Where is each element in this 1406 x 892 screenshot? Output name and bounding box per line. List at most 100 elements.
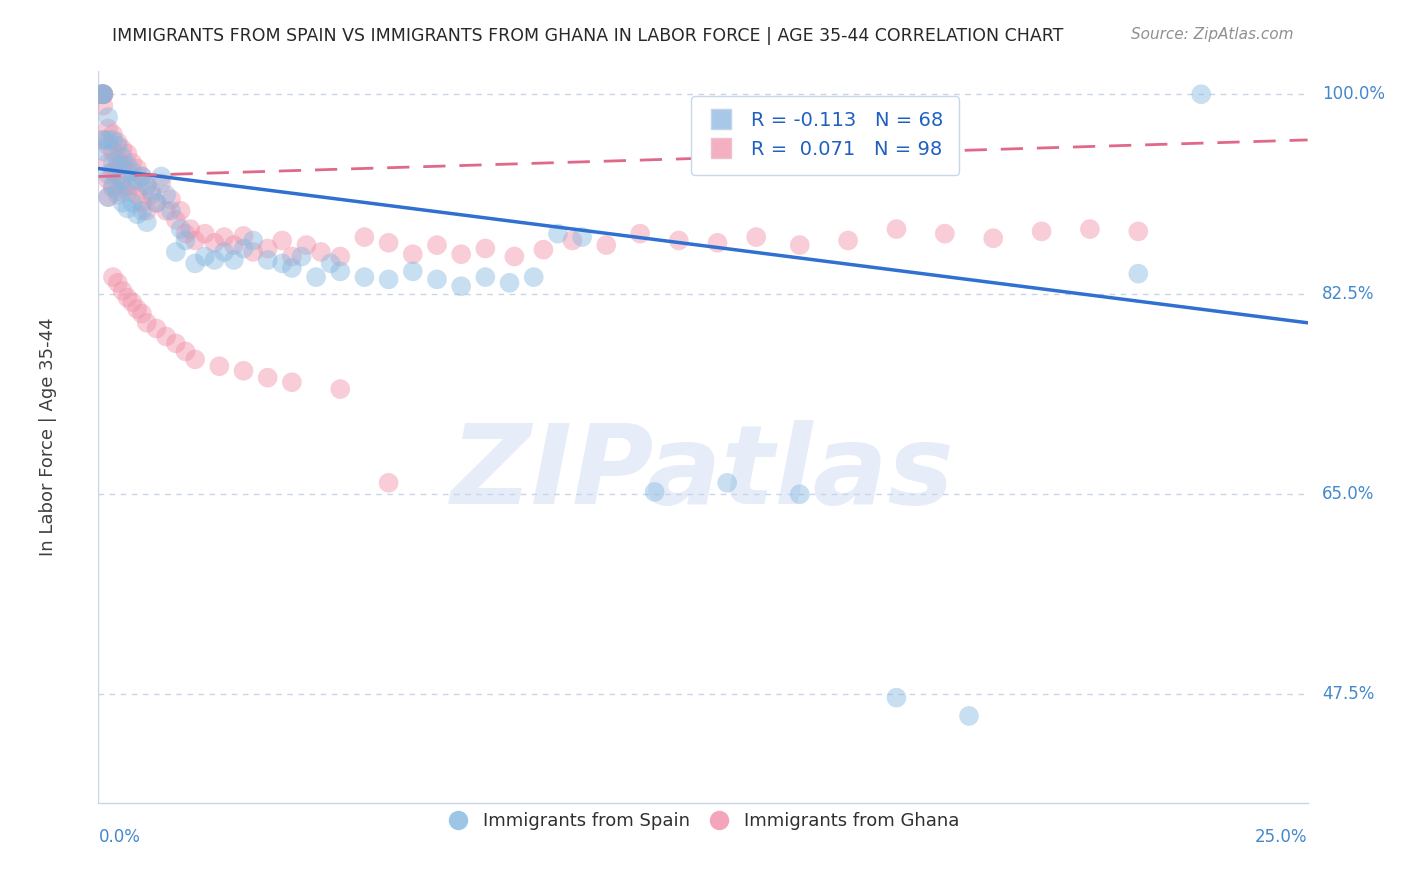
Point	[111, 173, 134, 187]
Point	[353, 230, 375, 244]
Text: ZIPatlas: ZIPatlas	[451, 420, 955, 527]
Point	[595, 238, 617, 252]
Point	[101, 127, 124, 141]
Point	[141, 185, 163, 199]
Point	[91, 133, 114, 147]
Point	[135, 215, 157, 229]
Point	[107, 187, 129, 202]
Point	[377, 235, 399, 250]
Point	[101, 133, 124, 147]
Point	[117, 202, 139, 216]
Point	[91, 87, 114, 102]
Point	[121, 178, 143, 193]
Point	[290, 250, 312, 264]
Point	[97, 167, 120, 181]
Point	[305, 270, 328, 285]
Point	[232, 364, 254, 378]
Point	[329, 264, 352, 278]
Point	[934, 227, 956, 241]
Point	[121, 295, 143, 310]
Point	[131, 169, 153, 184]
Point	[402, 264, 425, 278]
Point	[1031, 224, 1053, 238]
Point	[97, 173, 120, 187]
Point	[97, 121, 120, 136]
Point	[1128, 224, 1150, 238]
Point	[101, 181, 124, 195]
Point	[131, 307, 153, 321]
Point	[121, 165, 143, 179]
Point	[135, 316, 157, 330]
Point	[184, 256, 207, 270]
Point	[107, 158, 129, 172]
Point	[107, 135, 129, 149]
Text: 47.5%: 47.5%	[1322, 685, 1375, 703]
Point	[107, 153, 129, 168]
Point	[90, 87, 112, 102]
Point	[450, 247, 472, 261]
Point	[131, 195, 153, 210]
Point	[101, 145, 124, 159]
Point	[111, 178, 134, 193]
Legend: Immigrants from Spain, Immigrants from Ghana: Immigrants from Spain, Immigrants from G…	[440, 805, 966, 838]
Point	[127, 173, 149, 187]
Point	[117, 158, 139, 172]
Point	[256, 370, 278, 384]
Point	[628, 227, 651, 241]
Point	[184, 234, 207, 248]
Point	[155, 329, 177, 343]
Point	[141, 187, 163, 202]
Point	[107, 138, 129, 153]
Point	[377, 272, 399, 286]
Point	[90, 87, 112, 102]
Point	[426, 272, 449, 286]
Point	[222, 238, 245, 252]
Point	[174, 344, 197, 359]
Point	[111, 158, 134, 172]
Point	[145, 321, 167, 335]
Point	[117, 146, 139, 161]
Point	[242, 244, 264, 259]
Point	[1128, 267, 1150, 281]
Point	[329, 382, 352, 396]
Point	[135, 203, 157, 218]
Point	[160, 192, 183, 206]
Point	[117, 165, 139, 179]
Point	[281, 376, 304, 390]
Point	[107, 185, 129, 199]
Point	[127, 301, 149, 317]
Point	[242, 234, 264, 248]
Text: 0.0%: 0.0%	[98, 829, 141, 847]
Point	[165, 336, 187, 351]
Point	[271, 256, 294, 270]
Point	[91, 145, 114, 159]
Point	[571, 230, 593, 244]
Point	[155, 187, 177, 202]
Point	[121, 195, 143, 210]
Point	[474, 242, 496, 256]
Point	[531, 243, 554, 257]
Point	[101, 178, 124, 193]
Point	[295, 238, 318, 252]
Point	[91, 98, 114, 112]
Point	[271, 234, 294, 248]
Point	[169, 222, 191, 236]
Point	[150, 169, 173, 184]
Point	[232, 242, 254, 256]
Point	[169, 203, 191, 218]
Point	[165, 213, 187, 227]
Point	[402, 247, 425, 261]
Point	[981, 231, 1004, 245]
Point	[101, 165, 124, 179]
Point	[150, 177, 173, 191]
Point	[135, 178, 157, 193]
Point	[503, 250, 526, 264]
Point	[547, 227, 569, 241]
Point	[319, 256, 342, 270]
Point	[111, 150, 134, 164]
Point	[111, 284, 134, 298]
Point	[131, 203, 153, 218]
Point	[97, 138, 120, 153]
Point	[212, 230, 235, 244]
Point	[212, 244, 235, 259]
